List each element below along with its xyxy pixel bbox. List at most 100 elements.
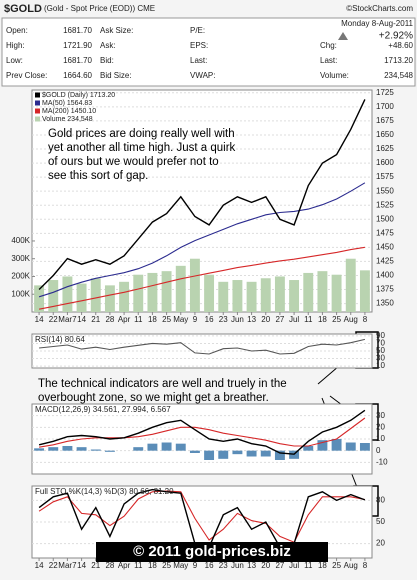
x-tick-label: 11 xyxy=(304,315,313,324)
bar xyxy=(246,281,257,312)
x-tick-label: 14 xyxy=(77,561,86,570)
y-tick-label: 1350 xyxy=(376,299,394,308)
quote-value: 1681.70 xyxy=(63,26,92,35)
bar xyxy=(34,285,45,312)
bar xyxy=(317,271,328,312)
x-tick-label: 8 xyxy=(363,315,368,324)
x-tick-label: 13 xyxy=(247,315,256,324)
x-tick-label: 25 xyxy=(162,561,171,570)
y-tick-label: 1425 xyxy=(376,257,394,266)
y-tick-label: 50 xyxy=(376,346,385,355)
bar xyxy=(359,443,370,451)
x-tick-label: 14 xyxy=(35,315,44,324)
y-tick-label: 1625 xyxy=(376,144,394,153)
x-tick-label: May xyxy=(173,561,188,570)
symbol: $GOLD xyxy=(4,3,42,15)
x-tick-label: 16 xyxy=(205,315,214,324)
bar xyxy=(260,278,271,312)
x-tick-label: 18 xyxy=(318,561,327,570)
y-tick-label: -10 xyxy=(376,457,388,466)
x-tick-label: Jun xyxy=(231,315,244,324)
y-tick-label: 30 xyxy=(376,411,385,420)
x-tick-label: 23 xyxy=(219,315,228,324)
bar xyxy=(218,450,229,459)
bar xyxy=(345,258,356,312)
x-tick-label: 22 xyxy=(49,315,58,324)
quote-label: P/E: xyxy=(190,26,205,35)
bar xyxy=(189,450,200,453)
bar xyxy=(175,443,186,451)
bar xyxy=(147,443,158,451)
bar xyxy=(232,450,243,455)
x-tick-label: 21 xyxy=(91,315,100,324)
x-tick-label: 8 xyxy=(363,561,368,570)
y-tick-label: 30 xyxy=(376,354,385,363)
series-line xyxy=(38,246,365,310)
x-tick-label: 16 xyxy=(205,561,214,570)
quote-value: 1664.60 xyxy=(63,71,92,80)
bar xyxy=(204,274,215,312)
legend-entry: MA(50) 1564.83 xyxy=(42,100,92,107)
x-tick-label: 18 xyxy=(148,315,157,324)
y-tick-label: 0 xyxy=(376,446,381,455)
y2-tick-label: 300K xyxy=(11,254,30,263)
bar xyxy=(303,272,314,312)
y2-tick-label: 200K xyxy=(11,272,30,281)
legend-swatch xyxy=(35,92,40,98)
up-arrow xyxy=(338,32,348,40)
bar xyxy=(175,265,186,312)
bar xyxy=(260,450,271,457)
x-tick-label: Aug xyxy=(344,315,358,324)
change-pct: +2.92% xyxy=(379,31,413,42)
bar xyxy=(161,442,172,451)
series-line xyxy=(39,417,366,448)
x-tick-label: Jul xyxy=(289,315,299,324)
quote-value: 1713.20 xyxy=(384,56,413,65)
x-tick-label: 22 xyxy=(49,561,58,570)
x-tick-label: Mar7 xyxy=(58,561,77,570)
bar xyxy=(345,442,356,451)
quote-label: Ask Size: xyxy=(100,26,133,35)
x-tick-label: Apr xyxy=(118,561,131,570)
x-tick-label: 28 xyxy=(105,561,114,570)
y-tick-label: 80 xyxy=(376,496,385,505)
x-tick-label: 20 xyxy=(261,315,270,324)
x-tick-label: 11 xyxy=(304,561,313,570)
quote-label: Last: xyxy=(320,56,337,65)
quote-label: EPS: xyxy=(190,41,208,50)
x-tick-label: 14 xyxy=(77,315,86,324)
x-tick-label: Jun xyxy=(231,561,244,570)
legend-entry: $GOLD (Daily) 1713.20 xyxy=(42,92,115,99)
bar xyxy=(133,274,144,312)
source: ©StockCharts.com xyxy=(346,4,413,13)
x-tick-label: 27 xyxy=(275,561,284,570)
x-tick-label: 25 xyxy=(332,561,341,570)
y-tick-label: 70 xyxy=(376,339,385,348)
y-tick-label: 1475 xyxy=(376,228,394,237)
legend-swatch xyxy=(35,100,40,106)
watermark-bg xyxy=(96,542,328,562)
bar xyxy=(104,285,115,312)
y2-tick-label: 100K xyxy=(11,289,30,298)
panel-title: Full STO %K(14,3) %D(3) 80.66, 81.20 xyxy=(35,487,174,496)
x-tick-label: 9 xyxy=(193,561,198,570)
annotation: Gold prices are doing really well with xyxy=(48,128,235,140)
quote-value: +48.60 xyxy=(388,41,413,50)
x-tick-label: 11 xyxy=(134,315,143,324)
x-tick-label: 25 xyxy=(332,315,341,324)
bar xyxy=(119,281,130,312)
quote-value: 1681.70 xyxy=(63,56,92,65)
series-line xyxy=(38,490,366,543)
y-tick-label: 1525 xyxy=(376,200,394,209)
quote-label: Last: xyxy=(190,56,207,65)
y-tick-label: 50 xyxy=(376,517,385,526)
annotation: The technical indicators are well and tr… xyxy=(38,378,287,390)
annotation: see this sort of gap. xyxy=(48,170,148,182)
quote-value: 1721.90 xyxy=(63,41,92,50)
y-tick-label: 1600 xyxy=(376,158,394,167)
x-tick-label: May xyxy=(173,315,188,324)
series-line xyxy=(39,338,366,355)
bar xyxy=(204,450,215,460)
